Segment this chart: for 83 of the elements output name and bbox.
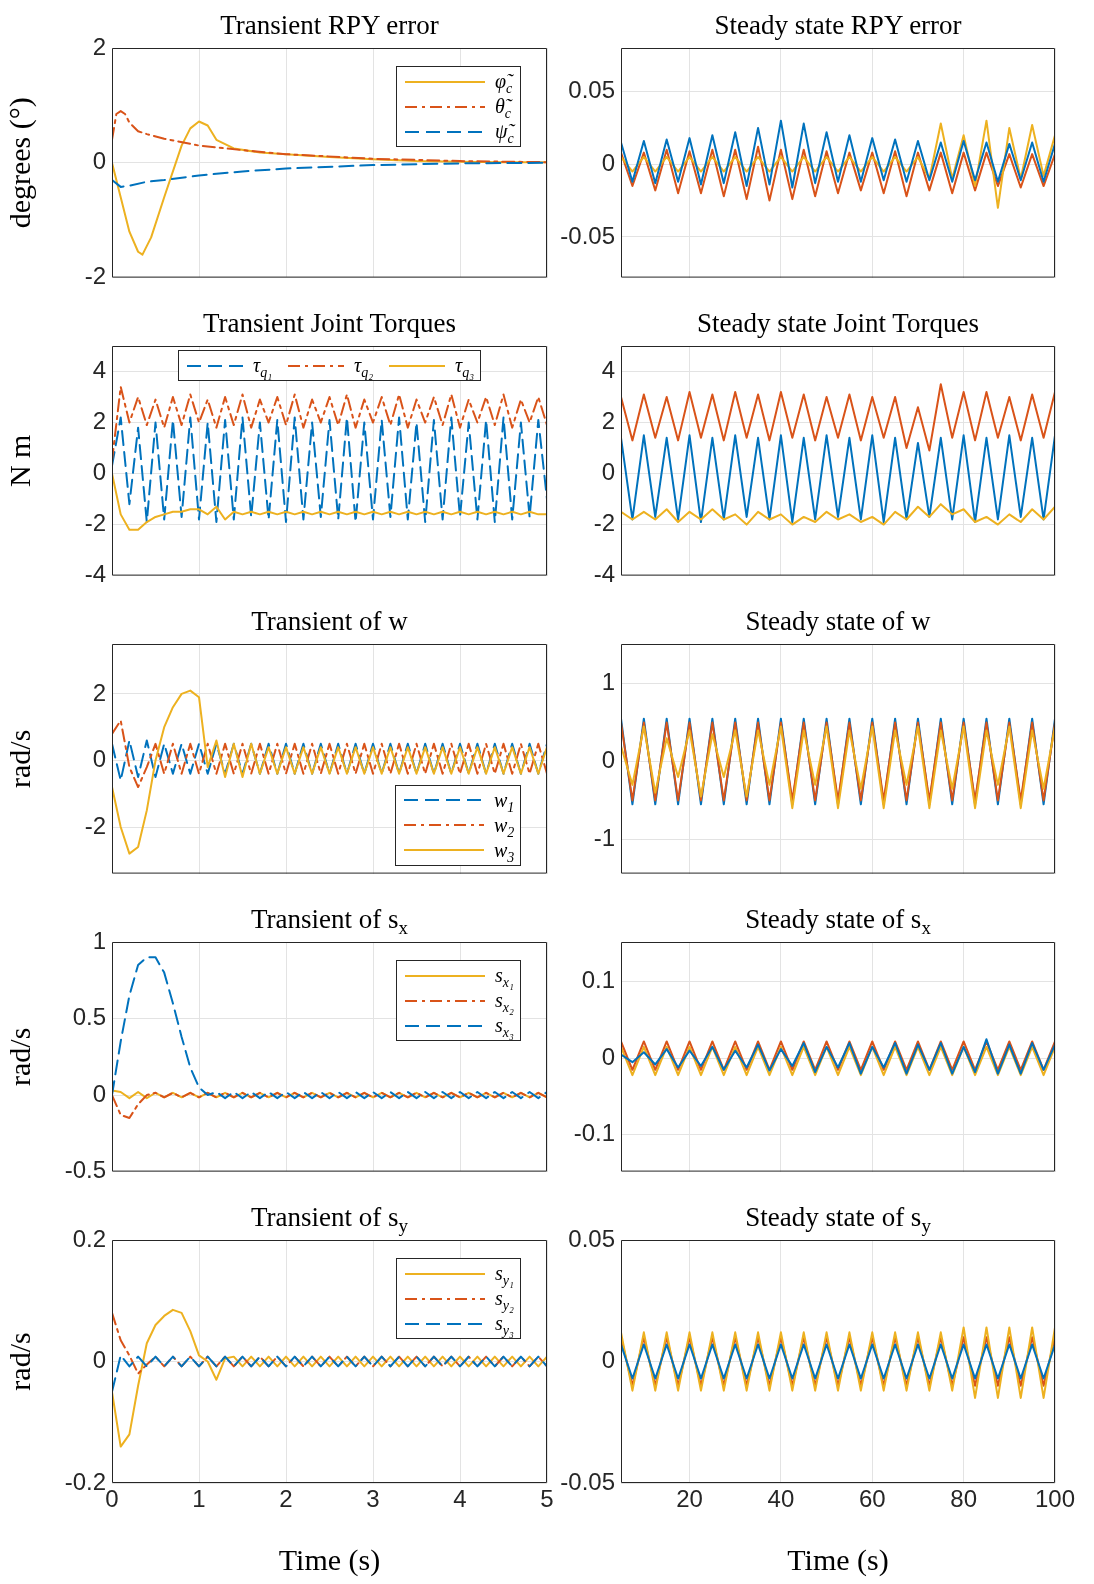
y-tick-label: 1 bbox=[601, 668, 615, 696]
legend-label: w$_{3}$ bbox=[494, 838, 515, 865]
y-axis-title: rad/s bbox=[2, 1332, 36, 1391]
y-tick-label: -0.2 bbox=[64, 1467, 106, 1495]
y-tick-label: 2 bbox=[92, 407, 106, 435]
y-tick-label: -0.05 bbox=[560, 1467, 615, 1495]
x-tick-label: 5 bbox=[540, 1485, 554, 1513]
x-tick-label: 1 bbox=[192, 1485, 206, 1513]
chart-title: Transient of s$_{x}$ bbox=[251, 904, 408, 939]
y-tick-label: -2 bbox=[84, 509, 106, 537]
chart-title: Transient RPY error bbox=[220, 10, 439, 40]
line-series bbox=[112, 956, 547, 1100]
legend-label: w$_{2}$ bbox=[494, 813, 515, 840]
y-tick-label: 0.1 bbox=[581, 966, 615, 994]
line-series bbox=[112, 1091, 547, 1120]
y-tick-label: 0.05 bbox=[568, 76, 615, 104]
x-tick-label: 3 bbox=[366, 1485, 380, 1513]
y-tick-label: -1 bbox=[593, 823, 615, 851]
y-tick-label: 0.2 bbox=[72, 1224, 106, 1252]
y-tick-label: -2 bbox=[593, 509, 615, 537]
y-tick-label: 0 bbox=[601, 148, 615, 176]
y-tick-label: 0.05 bbox=[568, 1224, 615, 1252]
legend-label: τ$_{q₁}$ bbox=[253, 354, 273, 380]
y-tick-label: -0.1 bbox=[573, 1119, 615, 1147]
y-tick-label: 2 bbox=[92, 32, 106, 60]
y-tick-label: 0 bbox=[92, 745, 106, 773]
legend-label: τ$_{q₃}$ bbox=[455, 354, 475, 380]
y-tick-label: 0 bbox=[601, 1042, 615, 1070]
y-tick-label: -0.05 bbox=[560, 221, 615, 249]
y-axis-title: N m bbox=[2, 434, 36, 488]
y-tick-label: 0 bbox=[601, 746, 615, 774]
legend-label: s$_{y₁}$ bbox=[495, 1262, 514, 1288]
y-tick-label: 0 bbox=[601, 1346, 615, 1374]
legend-label: s$_{x₁}$ bbox=[495, 964, 514, 990]
chart-title: Transient of s$_{y}$ bbox=[251, 1202, 408, 1237]
y-axis-title: rad/s bbox=[2, 1027, 36, 1086]
y-tick-label: 0 bbox=[92, 1079, 106, 1107]
y-tick-label: 4 bbox=[601, 356, 615, 384]
legend-label: w$_{1}$ bbox=[494, 788, 515, 815]
y-tick-label: 0 bbox=[92, 458, 106, 486]
legend-label: φ̃$_{c}$ bbox=[495, 70, 513, 96]
y-tick-label: -0.5 bbox=[64, 1156, 106, 1184]
x-axis-title: Time (s) bbox=[787, 1542, 889, 1577]
x-tick-label: 4 bbox=[453, 1485, 467, 1513]
y-tick-label: 2 bbox=[601, 407, 615, 435]
y-tick-label: -4 bbox=[84, 560, 106, 588]
line-series bbox=[112, 416, 547, 524]
legend-label: τ$_{q₂}$ bbox=[354, 354, 374, 380]
y-tick-label: 0 bbox=[92, 147, 106, 175]
x-tick-label: 60 bbox=[858, 1485, 886, 1513]
legend-label: s$_{x₂}$ bbox=[495, 989, 514, 1015]
x-tick-label: 100 bbox=[1034, 1485, 1076, 1513]
y-tick-label: -2 bbox=[84, 811, 106, 839]
x-tick-label: 20 bbox=[676, 1485, 703, 1513]
line-series bbox=[112, 739, 547, 782]
y-tick-label: 4 bbox=[92, 356, 106, 384]
chart-title: Steady state RPY error bbox=[714, 10, 962, 40]
x-tick-label: 80 bbox=[950, 1485, 977, 1513]
chart-title: Transient Joint Torques bbox=[202, 308, 457, 338]
legend-label: θ̃$_{c}$ bbox=[495, 95, 512, 121]
x-tick-label: 2 bbox=[279, 1485, 293, 1513]
legend-label: s$_{y₃}$ bbox=[495, 1312, 514, 1338]
y-tick-label: -2 bbox=[84, 262, 106, 290]
y-tick-label: 0.5 bbox=[72, 1003, 106, 1031]
legend-label: s$_{x₃}$ bbox=[495, 1014, 514, 1040]
legend-label: ψ̃$_{c}$ bbox=[495, 120, 514, 146]
chart-title: Steady state of w bbox=[745, 606, 931, 636]
legend-label: s$_{y₂}$ bbox=[495, 1287, 514, 1313]
y-axis-title: rad/s bbox=[2, 729, 36, 788]
chart-title: Transient of w bbox=[251, 606, 408, 636]
line-series bbox=[112, 719, 547, 789]
y-axis-title: degrees (°) bbox=[2, 97, 37, 229]
y-tick-label: 2 bbox=[92, 678, 106, 706]
y-tick-label: 0 bbox=[601, 458, 615, 486]
x-tick-label: 40 bbox=[767, 1485, 795, 1513]
x-axis-title: Time (s) bbox=[278, 1542, 381, 1577]
chart-title: Steady state Joint Torques bbox=[697, 308, 979, 338]
y-tick-label: 1 bbox=[92, 926, 106, 954]
y-tick-label: -4 bbox=[593, 560, 615, 588]
line-series bbox=[112, 1354, 547, 1393]
y-tick-label: 0 bbox=[92, 1346, 106, 1374]
chart-title: Steady state of s$_{x}$ bbox=[745, 904, 931, 939]
chart-title: Steady state of s$_{y}$ bbox=[745, 1202, 931, 1237]
